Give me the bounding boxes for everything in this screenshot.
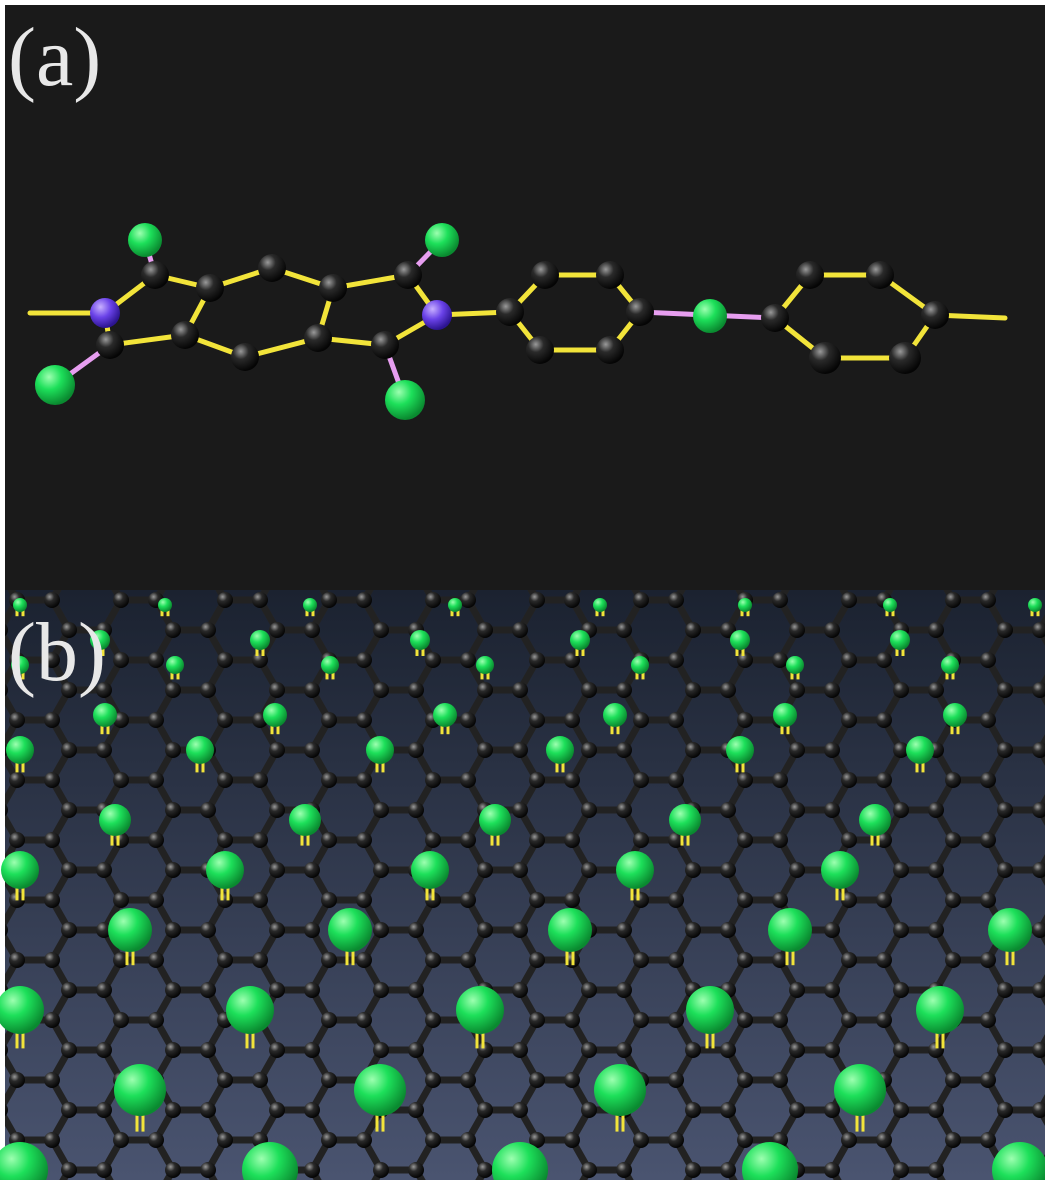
adatom [448, 598, 462, 612]
adatom [834, 1064, 886, 1116]
adatom [546, 736, 574, 764]
adatom [906, 736, 934, 764]
adatom [226, 986, 274, 1034]
adatom [548, 908, 592, 952]
adatom [943, 703, 967, 727]
adatom [616, 851, 654, 889]
adatom [988, 908, 1032, 952]
adatom [114, 1064, 166, 1116]
adatom [158, 598, 172, 612]
adatom [730, 630, 750, 650]
adatom [570, 630, 590, 650]
adatom [916, 986, 964, 1034]
adatom [631, 656, 649, 674]
adatom [941, 656, 959, 674]
adatom [250, 630, 270, 650]
adatom [410, 630, 430, 650]
figure: (a) (b) [0, 0, 1045, 1180]
adatom [166, 656, 184, 674]
adatom [821, 851, 859, 889]
adatom [433, 703, 457, 727]
adatom [726, 736, 754, 764]
adatom [890, 630, 910, 650]
adatom [321, 656, 339, 674]
adatom [6, 736, 34, 764]
adatom [738, 598, 752, 612]
adatom [669, 804, 701, 836]
adatom [686, 986, 734, 1034]
adatom [206, 851, 244, 889]
adatom [1, 851, 39, 889]
adatom [328, 908, 372, 952]
adatom [303, 598, 317, 612]
adatom [411, 851, 449, 889]
adatom [366, 736, 394, 764]
adatom [289, 804, 321, 836]
adatom [93, 703, 117, 727]
adatom [479, 804, 511, 836]
adatom [99, 804, 131, 836]
adatom [354, 1064, 406, 1116]
adatom [456, 986, 504, 1034]
adatom [773, 703, 797, 727]
adatom [859, 804, 891, 836]
adatom [593, 598, 607, 612]
adatom [768, 908, 812, 952]
adatom [108, 908, 152, 952]
adatom [186, 736, 214, 764]
adatom [476, 656, 494, 674]
adatom [1028, 598, 1042, 612]
adatom [603, 703, 627, 727]
panel-label: (b) [8, 606, 106, 699]
panel-label: (a) [8, 11, 101, 104]
adatom [786, 656, 804, 674]
adatom [883, 598, 897, 612]
adatom [263, 703, 287, 727]
adatom [594, 1064, 646, 1116]
